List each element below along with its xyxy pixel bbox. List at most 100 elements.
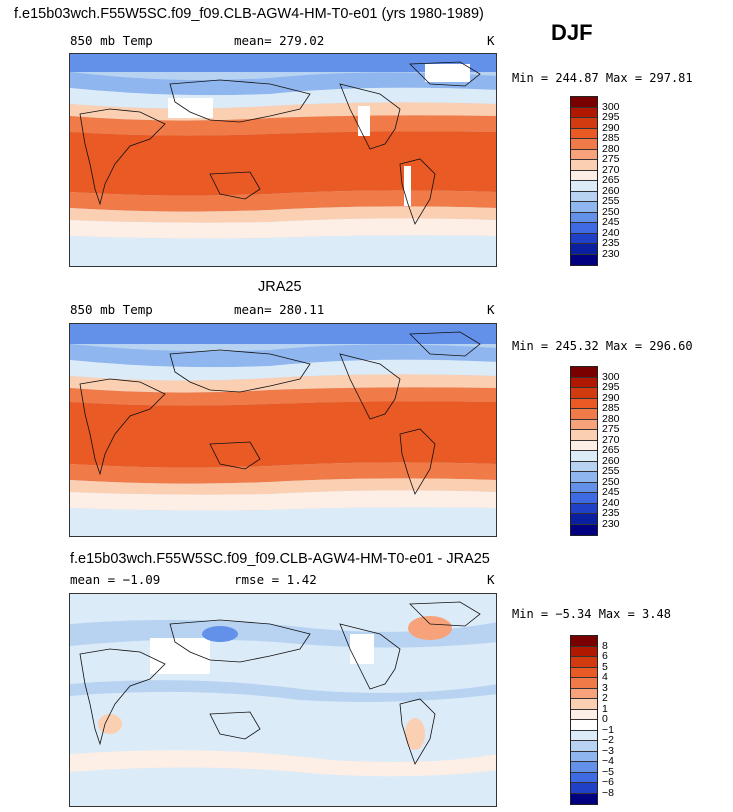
colorbar-swatch (571, 388, 597, 399)
panel3-mean-label: mean = −1.09 (70, 572, 161, 587)
colorbar-swatch (571, 191, 597, 202)
colorbar-tick-label: 300 (602, 370, 620, 383)
colorbar-swatch (571, 503, 597, 514)
colorbar-swatch (571, 657, 597, 668)
map-missing-data (168, 98, 213, 118)
map-anomaly-cold (202, 626, 238, 642)
panel3-map-svg (70, 594, 496, 806)
colorbar-swatch (571, 783, 597, 794)
colorbar-tick-label: 2 (602, 692, 608, 704)
colorbar-swatch (571, 514, 597, 525)
colorbar-tick-label: 275 (602, 423, 620, 435)
colorbar-swatch (571, 212, 597, 223)
colorbar-swatch (571, 678, 597, 689)
colorbar-swatch (571, 772, 597, 783)
map-missing-data (350, 634, 374, 664)
colorbar-tick-label: 0 (602, 713, 608, 725)
colorbar-tick-label: 285 (602, 132, 620, 144)
coastlines (79, 601, 481, 765)
colorbar-tick-label: 285 (602, 402, 620, 414)
map-band (70, 206, 496, 223)
panel3-colorbar-swatches (570, 635, 598, 805)
coastlines (79, 331, 481, 495)
panel2-field-label: 850 mb Temp (70, 302, 153, 317)
colorbar-tick-label: 235 (602, 507, 620, 519)
colorbar-swatch (571, 461, 597, 472)
coastlines (79, 61, 481, 225)
colorbar-tick-label: 1 (602, 702, 608, 715)
colorbar-swatch (571, 709, 597, 720)
map-band (70, 387, 496, 406)
colorbar-tick-label: 240 (602, 496, 620, 509)
colorbar-swatch (571, 367, 597, 378)
colorbar-tick-label: 8 (602, 639, 608, 652)
map-missing-data (404, 166, 411, 206)
map-band-polar-south (70, 507, 496, 536)
season-label: DJF (551, 20, 593, 45)
colorbar-tick-label: 270 (602, 433, 620, 446)
colorbar-swatch (571, 419, 597, 430)
panel1-map (69, 53, 497, 267)
colorbar-swatch (571, 160, 597, 171)
colorbar-swatch (571, 667, 597, 678)
colorbar-swatch (571, 720, 597, 731)
colorbar-tick-label: 255 (602, 465, 620, 477)
map-band (70, 72, 496, 96)
panel3-colorbar: 8 6 5 4 3 2 1 0 −1 −2 −3 −4 −5 −6 −8 (570, 635, 614, 805)
colorbar-tick-label: 265 (602, 444, 620, 456)
panel2-map-svg (70, 324, 496, 536)
panel2-map (69, 323, 497, 537)
panel1-field-label: 850 mb Temp (70, 33, 153, 48)
map-band (70, 115, 496, 136)
map-band (70, 344, 496, 368)
colorbar-tick-label: 290 (602, 121, 620, 134)
map-anomaly-warm (408, 616, 452, 640)
colorbar-tick-label: 4 (602, 671, 608, 683)
map-anomaly-warm (98, 714, 122, 734)
colorbar-swatch (571, 181, 597, 192)
panel1-title: f.e15b03wch.F55W5SC.f09_f09.CLB-AGW4-HM-… (14, 6, 484, 22)
colorbar-swatch (571, 762, 597, 773)
colorbar-swatch (571, 493, 597, 504)
colorbar-swatch (571, 128, 597, 139)
colorbar-tick-label: 245 (602, 216, 620, 228)
colorbar-tick-label: −8 (602, 786, 614, 799)
colorbar-tick-label: 280 (602, 412, 620, 425)
colorbar-swatch (571, 118, 597, 129)
panel3-minmax: Min = −5.34 Max = 3.48 (512, 607, 671, 621)
colorbar-tick-label: 250 (602, 205, 620, 218)
colorbar-tick-label: 260 (602, 454, 620, 467)
map-band (70, 680, 496, 702)
colorbar-swatch (571, 688, 597, 699)
colorbar-swatch (571, 223, 597, 234)
panel3-units-label: K (487, 572, 495, 587)
colorbar-tick-label: 5 (602, 660, 608, 673)
map-band (70, 750, 496, 777)
colorbar-tick-label: 260 (602, 184, 620, 197)
colorbar-swatch (571, 149, 597, 160)
colorbar-tick-label: 290 (602, 391, 620, 404)
colorbar-swatch (571, 430, 597, 441)
panel2-minmax: Min = 245.32 Max = 296.60 (512, 339, 693, 353)
colorbar-tick-label: 295 (602, 111, 620, 123)
map-band-tropics (70, 131, 496, 196)
colorbar-tick-label: 250 (602, 475, 620, 488)
map-band (70, 619, 496, 648)
colorbar-tick-label: 6 (602, 650, 608, 662)
colorbar-tick-label: −4 (602, 755, 614, 767)
colorbar-swatch (571, 107, 597, 118)
colorbar-tick-label: 270 (602, 163, 620, 176)
colorbar-swatch (571, 254, 597, 265)
panel2-units-label: K (487, 302, 495, 317)
colorbar-swatch (571, 636, 597, 647)
colorbar-tick-label: −5 (602, 765, 614, 778)
map-band-tropics (70, 401, 496, 468)
panel1-map-svg (70, 54, 496, 266)
panel2-title: JRA25 (258, 279, 302, 295)
map-band (70, 190, 496, 212)
colorbar-swatch (571, 793, 597, 804)
colorbar-tick-label: −6 (602, 776, 614, 788)
colorbar-swatch (571, 440, 597, 451)
map-band-polar-south (70, 235, 496, 266)
map-band (70, 478, 496, 495)
